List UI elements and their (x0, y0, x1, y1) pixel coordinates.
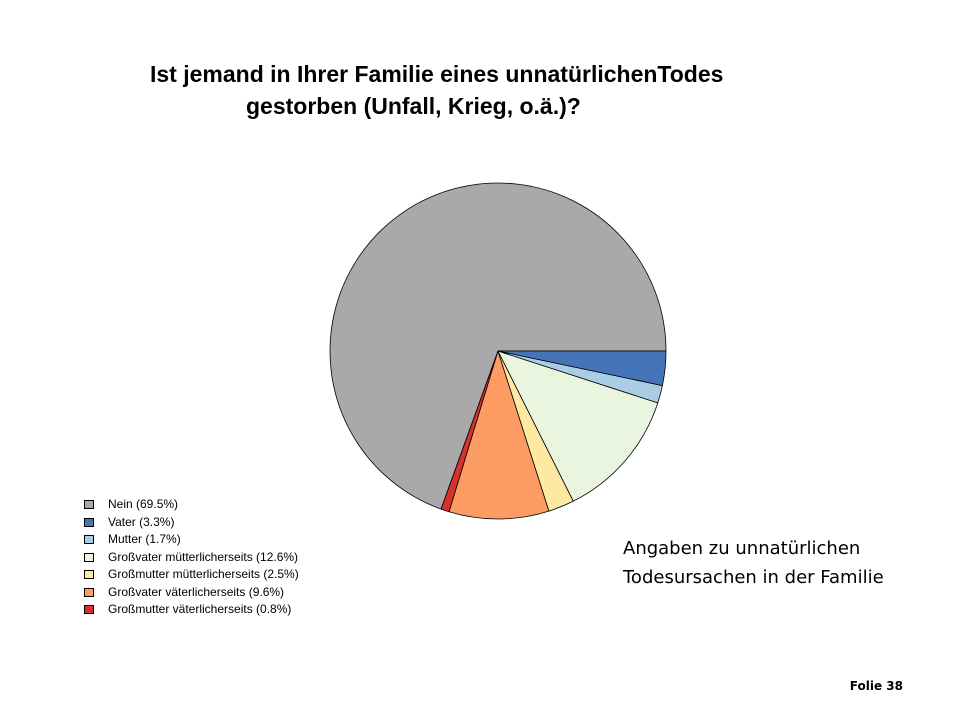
annotation-line-1: Angaben zu unnatürlichen (623, 538, 861, 559)
slide-number: Folie 38 (849, 679, 903, 693)
legend-label: Großmutter väterlicherseits (0.8%) (108, 602, 292, 616)
legend-label: Großmutter mütterlicherseits (2.5%) (108, 567, 299, 581)
pie-slice (497, 350, 667, 386)
annotation-line-2: Todesursachen in der Familie (623, 567, 884, 588)
legend-label: Vater (3.3%) (108, 514, 175, 529)
legend-label: Mutter (1.7%) (108, 532, 181, 546)
legend-label: Großvater mütterlicherseits (12.6%) (108, 549, 299, 564)
legend-label: Großvater väterlicherseits (9.6%) (108, 584, 285, 599)
legend-swatch (84, 605, 94, 614)
pie-slice (497, 350, 659, 502)
legend-swatch (84, 535, 94, 544)
legend-swatch (84, 552, 94, 562)
annotation-note: Angaben zu unnatürlichen Todesursachen i… (623, 534, 884, 592)
legend-swatch (84, 500, 94, 509)
legend-swatch (84, 570, 94, 579)
pie-slice (329, 182, 667, 510)
legend-label: Nein (69.5%) (108, 497, 179, 511)
legend-swatch (84, 517, 94, 527)
pie-slice (448, 350, 550, 520)
chart-title-line-2: gestorben (Unfall, Krieg, o.ä.)? (246, 93, 581, 119)
legend-swatch (84, 587, 94, 597)
chart-title-line-1: Ist jemand in Ihrer Familie eines unnatü… (150, 61, 724, 87)
